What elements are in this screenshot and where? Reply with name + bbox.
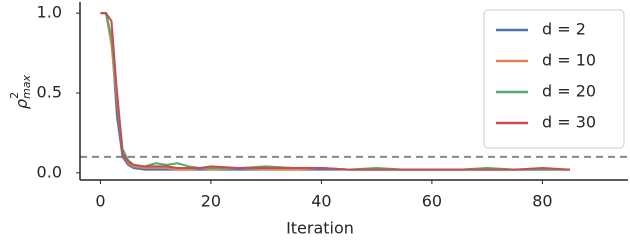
y-tick-label: 0.5 — [37, 82, 62, 101]
y-tick-label: 0.0 — [37, 162, 62, 181]
x-tick-label: 80 — [532, 192, 552, 211]
y-axis-label: ρ2max — [8, 74, 33, 109]
y-label-sup: 2 — [8, 92, 21, 99]
y-label-base: ρ — [12, 99, 31, 109]
legend-label: d = 30 — [542, 113, 596, 132]
y-tick-label: 1.0 — [37, 3, 62, 22]
x-tick-label: 0 — [95, 192, 105, 211]
x-tick-label: 40 — [311, 192, 331, 211]
legend-label: d = 2 — [542, 20, 586, 39]
x-tick-label: 20 — [201, 192, 221, 211]
x-tick-label: 60 — [422, 192, 442, 211]
legend-label: d = 10 — [542, 51, 596, 70]
legend-box — [483, 9, 625, 149]
legend-label: d = 20 — [542, 82, 596, 101]
series-line — [100, 12, 571, 171]
x-axis-label: Iteration — [286, 219, 354, 238]
y-label-sub: max — [20, 74, 33, 98]
